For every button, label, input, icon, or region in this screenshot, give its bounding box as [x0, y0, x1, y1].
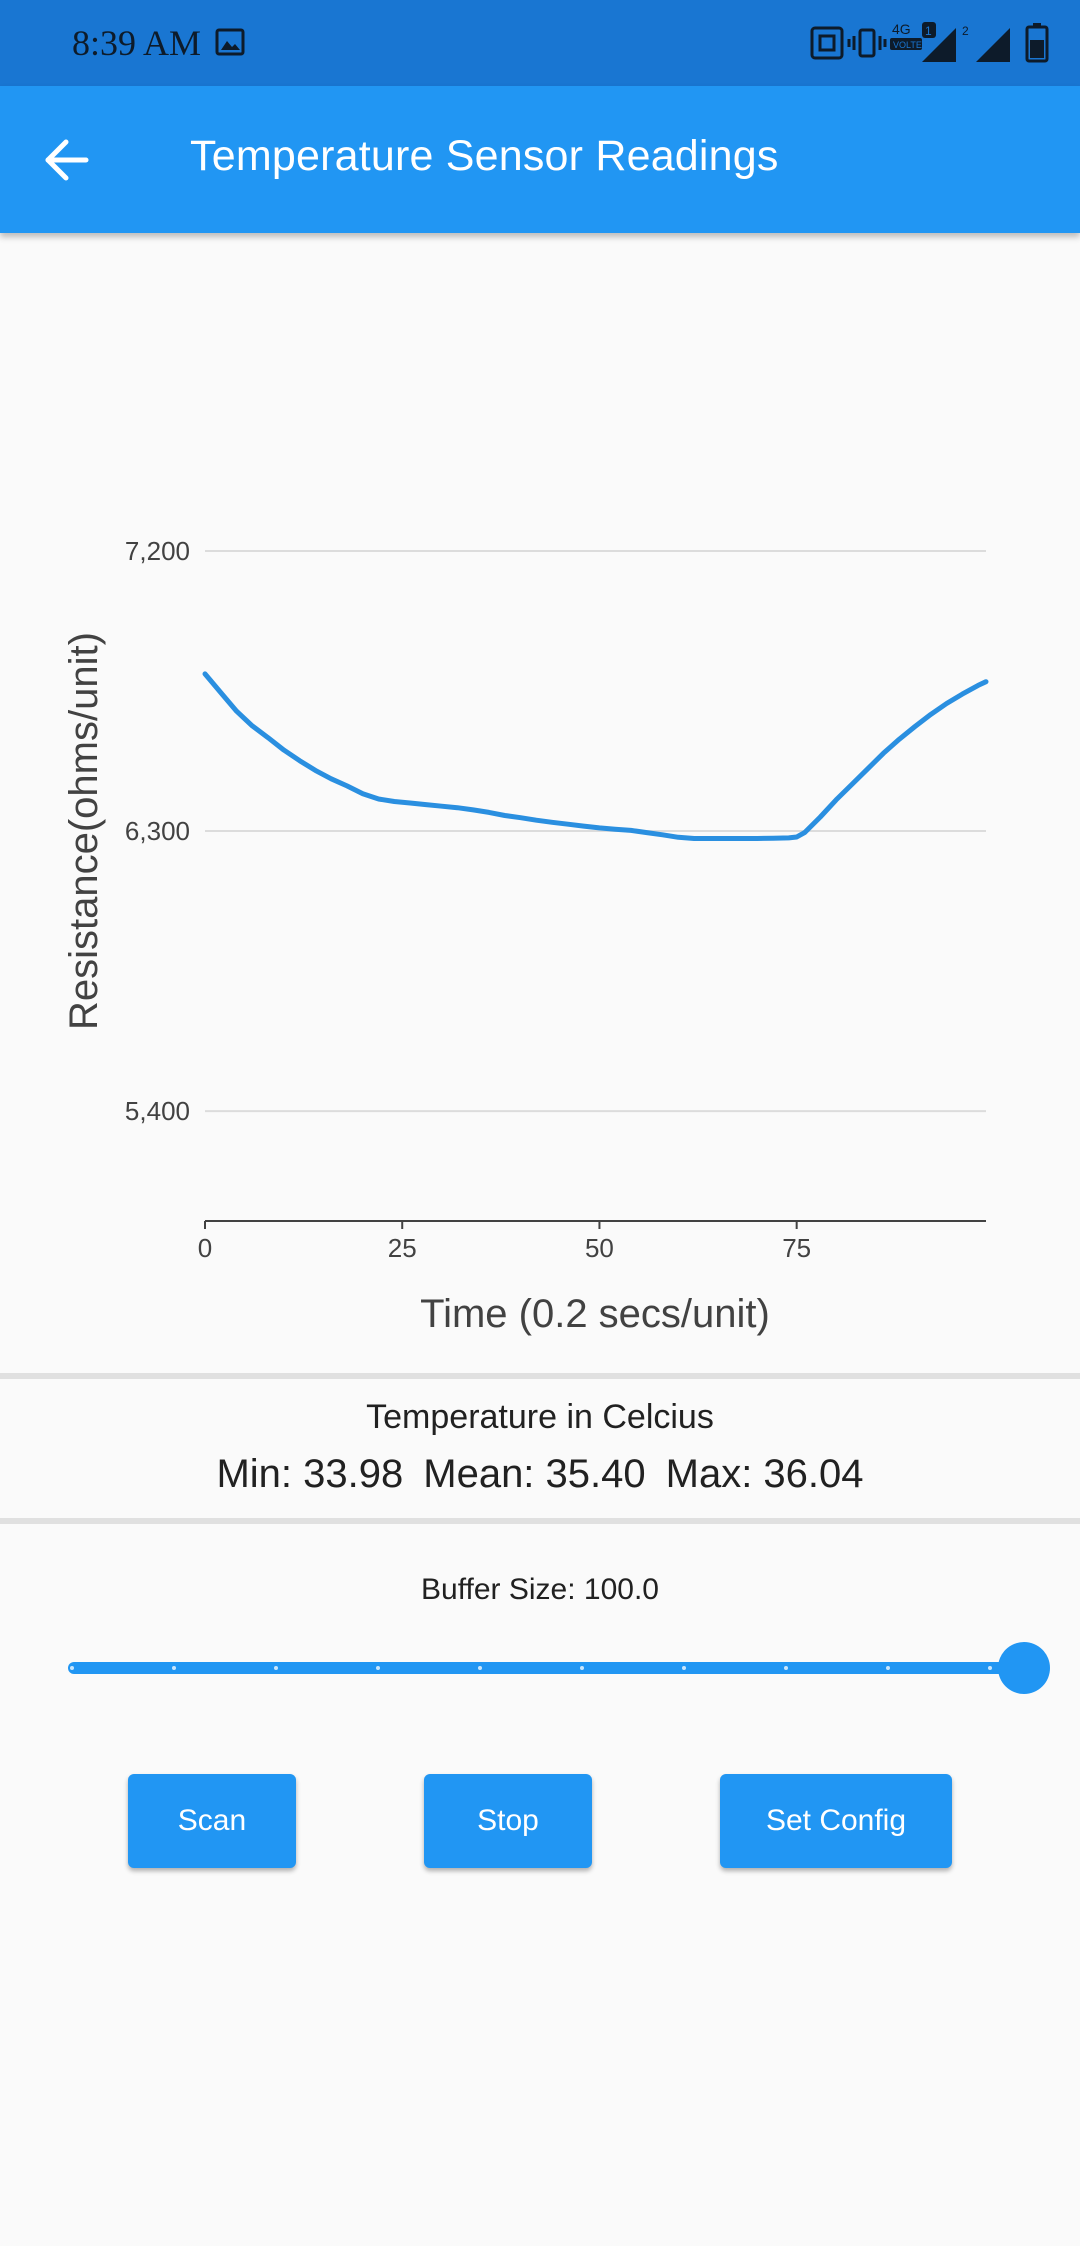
slider-track[interactable]	[68, 1662, 1024, 1674]
back-button[interactable]	[30, 124, 102, 196]
sim1-label: 1	[925, 24, 932, 38]
status-time: 8:39 AM	[72, 23, 202, 63]
stat-mean: Mean: 35.40	[423, 1452, 646, 1496]
resistance-chart: 5,400 6,300 7,200 0 25 50 75 Time (0.2 secs/u…	[62, 536, 989, 1336]
arrow-back-icon	[45, 139, 89, 181]
buffer-size-slider[interactable]	[62, 1640, 1050, 1696]
slider-thumb[interactable]	[998, 1642, 1050, 1694]
resistance-series-line	[202, 671, 989, 841]
slider-tick	[375, 1666, 380, 1670]
network-label: 4G	[892, 21, 911, 37]
buffer-size-label: Buffer Size: 100.0	[421, 1573, 659, 1606]
slider-tick	[171, 1666, 176, 1670]
volte-label: VOLTE	[893, 40, 922, 50]
x-tick-label: 50	[585, 1233, 614, 1263]
signal-icon	[922, 28, 1010, 62]
y-tick-labels: 5,400 6,300 7,200	[125, 536, 190, 1126]
chart-area: 5,400 6,300 7,200 0 25 50 75 Time (0.2 secs/u…	[0, 233, 1080, 1373]
x-tick-label: 25	[388, 1233, 417, 1263]
stats-title: Temperature in Celcius	[366, 1398, 714, 1436]
slider-tick	[783, 1666, 788, 1670]
sim2-label: 2	[962, 24, 969, 38]
slider-tick	[273, 1666, 278, 1670]
x-axis-label: Time (0.2 secs/unit)	[420, 1292, 770, 1336]
chart-grid	[205, 550, 986, 1113]
slider-tick	[885, 1666, 890, 1670]
x-tick-labels: 0 25 50 75	[198, 1221, 811, 1263]
scan-button[interactable]: Scan	[128, 1774, 296, 1868]
stats-values: Min: 33.98 Mean: 35.40 Max: 36.04	[0, 1452, 1080, 1497]
x-tick-label: 75	[782, 1233, 811, 1263]
set-config-button[interactable]: Set Config	[720, 1774, 952, 1868]
y-tick-label: 6,300	[125, 816, 190, 846]
y-axis-label: Resistance(ohms/unit)	[62, 632, 106, 1030]
vibrate-icon	[847, 28, 887, 58]
slider-tick	[70, 1666, 74, 1670]
stop-button[interactable]: Stop	[424, 1774, 592, 1868]
slider-tick	[477, 1666, 482, 1670]
slider-tick	[681, 1666, 686, 1670]
x-tick-label: 0	[198, 1233, 212, 1263]
divider-bottom	[0, 1518, 1080, 1524]
status-icons: 4G VOLTE 1 2	[810, 21, 1049, 63]
y-tick-label: 7,200	[125, 536, 190, 566]
slider-tick	[987, 1666, 992, 1670]
status-bar: 8:39 AM 4G VOLTE 1 2	[0, 0, 1080, 86]
stat-min: Min: 33.98	[216, 1452, 404, 1496]
page-title: Temperature Sensor Readings	[190, 132, 779, 180]
nfc-icon	[810, 26, 844, 60]
battery-icon	[1025, 23, 1049, 63]
stat-max: Max: 36.04	[665, 1452, 864, 1496]
app-bar: Temperature Sensor Readings	[0, 86, 1080, 233]
divider-top	[0, 1373, 1080, 1379]
slider-tick	[579, 1666, 584, 1670]
y-tick-label: 5,400	[125, 1096, 190, 1126]
image-icon	[215, 28, 245, 56]
